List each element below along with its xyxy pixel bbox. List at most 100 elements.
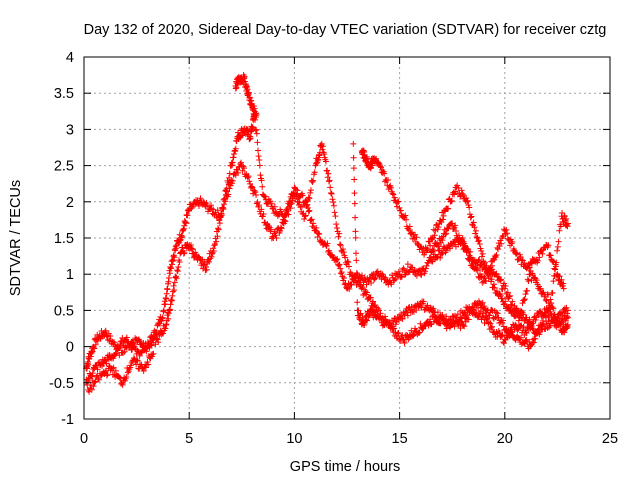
data-point-D — [413, 307, 420, 314]
data-point-F — [552, 263, 559, 270]
data-point-A — [324, 240, 331, 247]
data-point-C — [244, 86, 251, 93]
data-point-G — [123, 374, 130, 381]
data-point-B — [220, 206, 227, 213]
data-point-F — [539, 250, 546, 257]
data-point-E — [491, 284, 498, 291]
data-point-C — [250, 102, 257, 109]
data-point-B — [337, 242, 344, 249]
data-point-D — [487, 320, 494, 327]
data-point-F — [463, 249, 470, 256]
data-point-F — [474, 267, 481, 274]
data-point-B — [312, 160, 319, 167]
data-point-F — [556, 273, 563, 280]
data-point-F — [552, 266, 559, 273]
data-point-B — [214, 233, 221, 240]
data-point-B — [210, 245, 217, 252]
x-tick-label: 5 — [185, 431, 193, 447]
data-point-D — [359, 314, 366, 321]
data-point-B — [301, 215, 308, 222]
data-point-E — [516, 314, 523, 321]
data-point-B — [345, 259, 352, 266]
data-point-D — [465, 316, 472, 323]
data-point-E — [545, 291, 552, 298]
data-point-G — [117, 375, 124, 382]
data-point-B — [123, 343, 130, 350]
data-point-F — [536, 254, 543, 261]
data-point-B — [363, 289, 370, 296]
data-point-A — [315, 230, 322, 237]
data-point-A — [305, 208, 312, 215]
data-point-D — [501, 340, 508, 347]
data-point-E — [406, 223, 413, 230]
data-point-E — [519, 300, 526, 307]
data-point-B — [253, 192, 260, 199]
data-point-D — [351, 190, 358, 197]
data-point-E — [500, 301, 507, 308]
data-point-A — [422, 265, 429, 272]
data-point-B — [306, 195, 313, 202]
data-point-B — [173, 275, 180, 282]
data-point-B — [203, 263, 210, 270]
data-point-B — [172, 274, 179, 281]
data-point-A — [162, 301, 169, 308]
data-point-A — [504, 289, 511, 296]
data-point-A — [256, 156, 263, 163]
data-point-A — [195, 203, 202, 210]
data-point-D — [440, 315, 447, 322]
data-point-B — [241, 165, 248, 172]
data-point-B — [284, 208, 291, 215]
data-point-G — [133, 357, 140, 364]
data-point-E — [518, 308, 525, 315]
data-point-A — [374, 268, 381, 275]
data-point-F — [443, 230, 450, 237]
data-point-B — [288, 200, 295, 207]
data-point-F — [449, 220, 456, 227]
data-point-A — [100, 331, 107, 338]
data-point-F — [486, 267, 493, 274]
data-point-A — [334, 256, 341, 263]
data-point-A — [413, 272, 420, 279]
data-point-E — [533, 277, 540, 284]
data-point-A — [422, 268, 429, 275]
data-point-B — [268, 226, 275, 233]
data-point-D — [392, 321, 399, 328]
data-point-B — [479, 299, 486, 306]
data-point-A — [160, 308, 167, 315]
data-point-D — [353, 250, 360, 257]
data-point-D — [374, 312, 381, 319]
data-point-B — [269, 233, 276, 240]
data-point-A — [347, 281, 354, 288]
data-point-F — [445, 225, 452, 232]
data-point-D — [357, 310, 364, 317]
data-point-B — [285, 211, 292, 218]
data-point-B — [282, 218, 289, 225]
data-point-A — [530, 326, 537, 333]
data-point-E — [470, 219, 477, 226]
data-point-A — [363, 281, 370, 288]
data-point-B — [211, 242, 218, 249]
data-point-A — [340, 277, 347, 284]
data-point-E — [406, 227, 413, 234]
data-point-G — [142, 364, 149, 371]
data-point-B — [416, 329, 423, 336]
data-point-B — [218, 210, 225, 217]
data-point-D — [514, 327, 521, 334]
data-point-B — [162, 325, 169, 332]
data-point-A — [178, 233, 185, 240]
data-point-F — [464, 248, 471, 255]
data-point-A — [336, 261, 343, 268]
x-tick-label: 15 — [392, 431, 408, 447]
y-tick-label: 1.5 — [54, 231, 74, 247]
data-point-A — [372, 274, 379, 281]
data-point-A — [268, 200, 275, 207]
data-point-A — [417, 271, 424, 278]
data-point-A — [244, 126, 251, 133]
data-point-B — [229, 177, 236, 184]
data-point-B — [94, 366, 101, 373]
data-point-B — [121, 348, 128, 355]
data-point-A — [523, 314, 530, 321]
data-point-D — [353, 273, 360, 280]
data-point-A — [446, 245, 453, 252]
data-point-F — [547, 252, 554, 259]
